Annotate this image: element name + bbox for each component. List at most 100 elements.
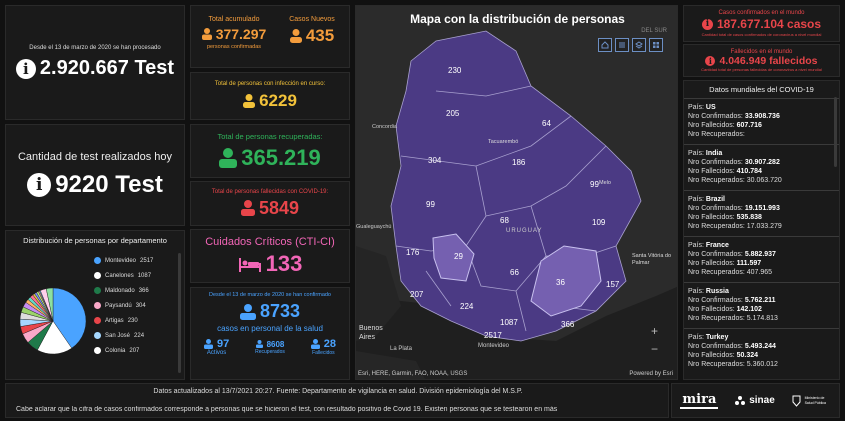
map-count-colonia[interactable]: 207 bbox=[410, 290, 424, 299]
home-icon[interactable] bbox=[598, 38, 612, 52]
country-label: País: bbox=[688, 150, 704, 157]
map-count-flores[interactable]: 29 bbox=[454, 252, 463, 261]
country-entry[interactable]: País: Russia Nro Confirmados: 5.762.211 Nr… bbox=[684, 282, 839, 328]
world-confirmed-panel: Casos confirmados en el mundo i 187.677.… bbox=[683, 5, 840, 42]
person-icon bbox=[243, 94, 256, 108]
map-count-lavalleja[interactable]: 36 bbox=[556, 278, 565, 287]
department-list-scrollbar[interactable] bbox=[178, 253, 181, 373]
world-confirmed-caption: Casos confirmados en el mundo bbox=[718, 10, 805, 16]
country-entry[interactable]: País: US Nro Confirmados: 33.908.736 Nro F… bbox=[684, 98, 839, 144]
map-count-soriano[interactable]: 176 bbox=[406, 248, 420, 257]
department-list-item[interactable]: Montevideo 2517 bbox=[94, 253, 174, 268]
world-list-title: Datos mundiales del COVID-19 bbox=[709, 85, 814, 94]
person-icon bbox=[201, 28, 212, 40]
pie-slice[interactable] bbox=[45, 287, 54, 322]
map-canvas[interactable] bbox=[356, 6, 678, 380]
confirmed-label: Nro Confirmados: bbox=[688, 297, 743, 304]
map-count-rio-negro[interactable]: 99 bbox=[426, 200, 435, 209]
zoom-in-button[interactable]: + bbox=[651, 324, 659, 338]
country-label: País: bbox=[688, 104, 704, 111]
new-cases-value: 435 bbox=[305, 26, 335, 45]
country-list-scrollbar[interactable] bbox=[834, 97, 837, 167]
map-count-paysandu[interactable]: 304 bbox=[428, 156, 442, 165]
confirmed-value: 33.908.736 bbox=[744, 113, 780, 120]
place-gualeguaychu: Gualeguaychú bbox=[356, 224, 392, 230]
department-list-item[interactable]: Colonia 207 bbox=[94, 343, 174, 358]
pie-slice[interactable] bbox=[52, 287, 87, 349]
new-cases-label: Casos Nuevos bbox=[289, 16, 335, 23]
country-entry[interactable]: País: Brazil Nro Confirmados: 19.151.993 N… bbox=[684, 190, 839, 236]
map-count-florida[interactable]: 66 bbox=[510, 268, 519, 277]
info-icon: i bbox=[27, 173, 52, 197]
recovered-value: 5.174.813 bbox=[746, 315, 778, 322]
list-icon[interactable] bbox=[615, 38, 629, 52]
place-la-plata: La Plata bbox=[390, 346, 413, 352]
department-name: San José bbox=[105, 332, 131, 339]
map-count-maldonado[interactable]: 366 bbox=[561, 320, 575, 329]
layers-icon[interactable] bbox=[632, 38, 646, 52]
recovered-label: Nro Recuperados: bbox=[688, 361, 745, 368]
deaths-label: Nro Fallecidos: bbox=[688, 260, 735, 267]
health-staff-panel: Desde el 13 de marzo de 2020 se han conf… bbox=[190, 287, 350, 380]
deaths-value: 50.324 bbox=[736, 352, 759, 359]
total-cases-sub: personas confirmadas bbox=[206, 44, 262, 50]
country-list: País: US Nro Confirmados: 33.908.736 Nro F… bbox=[684, 98, 839, 374]
department-list-item[interactable]: Canelones 1087 bbox=[94, 268, 174, 283]
map-count-rivera[interactable]: 64 bbox=[542, 119, 551, 128]
recovered-label: Nro Recuperados: bbox=[688, 177, 745, 184]
recovered-value: 5.360.012 bbox=[746, 361, 778, 368]
department-name: Montevideo bbox=[105, 257, 137, 264]
info-icon: i bbox=[701, 18, 713, 30]
total-cases-label: Total acumulado bbox=[208, 16, 260, 23]
department-list-item[interactable]: Maldonado 366 bbox=[94, 283, 174, 298]
map-count-montevideo[interactable]: 2517 bbox=[484, 331, 502, 340]
map-count-san-jose[interactable]: 224 bbox=[460, 302, 474, 311]
map-count-treinta-y-tres[interactable]: 109 bbox=[592, 218, 606, 227]
map-count-canelones[interactable]: 1087 bbox=[500, 318, 518, 327]
total-tests-caption: Desde el 13 de marzo de 2020 se han proc… bbox=[29, 45, 161, 51]
critical-care-label: Cuidados Críticos (CTI-CI) bbox=[205, 235, 335, 248]
legend-color-dot bbox=[94, 332, 101, 339]
recovered-value: 30.063.720 bbox=[746, 177, 782, 184]
recovered-value: 17.033.279 bbox=[746, 223, 782, 230]
department-name: Maldonado bbox=[105, 287, 135, 294]
country-entry[interactable]: País: Turkey Nro Confirmados: 5.493.244 Nr… bbox=[684, 328, 839, 374]
basemap-icon[interactable] bbox=[649, 38, 663, 52]
map-count-cerro-largo[interactable]: 99 bbox=[590, 180, 599, 189]
map-count-durazno[interactable]: 68 bbox=[500, 216, 509, 225]
today-tests-caption: Cantidad de test realizados hoy bbox=[17, 151, 173, 163]
department-name: Paysandú bbox=[105, 302, 132, 309]
active-cases-label: Total de personas con infección en curso… bbox=[214, 81, 326, 87]
deaths-label: Nro Fallecidos: bbox=[688, 306, 735, 313]
deaths-value: 607.716 bbox=[736, 122, 762, 129]
person-icon bbox=[203, 339, 213, 349]
department-list: Montevideo 2517 Canelones 1087 Maldonado 366 P… bbox=[94, 253, 174, 358]
recovered-label: Nro Recuperados: bbox=[688, 223, 745, 230]
health-staff-subtitle: casos en personal de la salud bbox=[217, 324, 323, 333]
person-icon bbox=[255, 340, 263, 348]
country-entry[interactable]: País: France Nro Confirmados: 5.882.937 Nr… bbox=[684, 236, 839, 282]
map-count-tacuarembo[interactable]: 186 bbox=[512, 158, 526, 167]
country-entry[interactable]: País: India Nro Confirmados: 30.907.282 Nr… bbox=[684, 144, 839, 190]
world-deaths-caption: Fallecidos en el mundo bbox=[730, 49, 793, 55]
deaths-label: Nro Fallecidos: bbox=[688, 122, 735, 129]
map-count-artigas[interactable]: 230 bbox=[448, 66, 462, 75]
department-list-item[interactable]: Artigas 230 bbox=[94, 313, 174, 328]
country-name: India bbox=[705, 150, 723, 157]
deaths-panel: Total de personas fallecidas con COVID-1… bbox=[190, 181, 350, 226]
total-tests-panel: Desde el 13 de marzo de 2020 se han proc… bbox=[5, 5, 185, 120]
footer-disclaimer-line: Cabe aclarar que la cifra de casos confi… bbox=[16, 406, 558, 413]
msp-shield-icon bbox=[792, 395, 801, 407]
map-count-salto[interactable]: 205 bbox=[446, 109, 460, 118]
map-count-rocha[interactable]: 157 bbox=[606, 280, 620, 289]
department-value: 2517 bbox=[140, 257, 154, 264]
department-list-item[interactable]: San José 224 bbox=[94, 328, 174, 343]
map-powered-by[interactable]: Powered by Esri bbox=[629, 371, 673, 377]
person-icon bbox=[240, 200, 255, 216]
zoom-out-button[interactable]: − bbox=[651, 342, 659, 356]
department-list-item[interactable]: Paysandú 304 bbox=[94, 298, 174, 313]
deaths-label: Total de personas fallecidas con COVID-1… bbox=[211, 188, 329, 195]
world-deaths-panel: Fallecidos en el mundo i 4.046.949 falle… bbox=[683, 44, 840, 77]
sinae-logo-icon bbox=[735, 395, 746, 405]
confirmed-label: Nro Confirmados: bbox=[688, 251, 743, 258]
